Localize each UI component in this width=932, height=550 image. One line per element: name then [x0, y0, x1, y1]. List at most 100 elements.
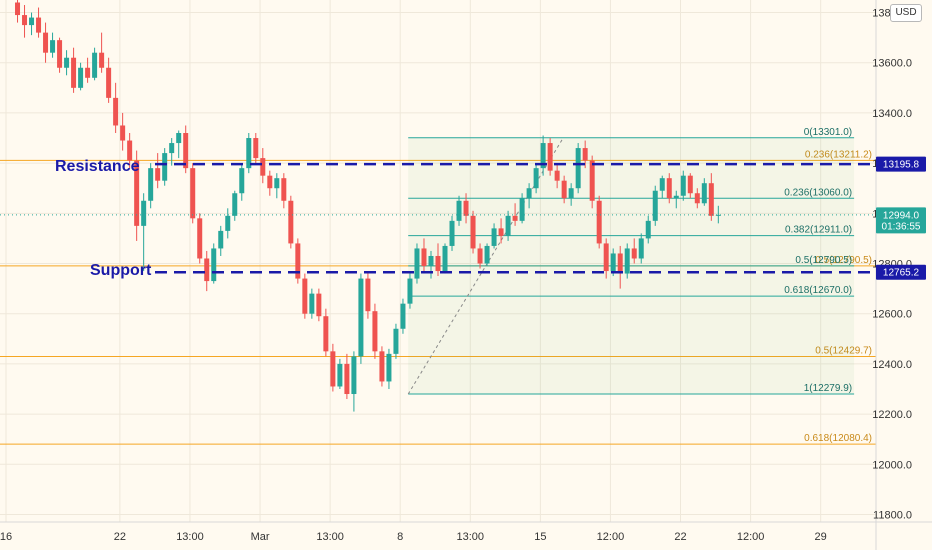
- candle-body: [414, 248, 420, 279]
- candle-body: [295, 243, 301, 279]
- time-tick-label: 8: [397, 531, 403, 543]
- candle-body: [288, 200, 294, 244]
- price-tag-value: 12994.0: [883, 210, 920, 221]
- candle-body: [701, 183, 707, 204]
- candle-body: [435, 255, 441, 272]
- candle-body: [407, 278, 413, 304]
- time-tick-label: 13:00: [457, 531, 485, 543]
- candle-body: [253, 138, 259, 159]
- time-tick-label: 12:00: [597, 531, 625, 543]
- time-axis[interactable]: 16 22 13:00 Mar 13:00 8 13:00 15 12:00 22 12:00 29: [0, 531, 827, 543]
- candle-body: [666, 178, 672, 199]
- candle-body: [596, 200, 602, 244]
- time-tick-label: Mar: [251, 531, 270, 543]
- fib-inner-level-label: 0.382(12911.0): [785, 225, 852, 236]
- candle-body: [134, 160, 140, 226]
- candle-body: [267, 175, 273, 189]
- price-tag: [876, 264, 926, 280]
- candle-body: [176, 133, 182, 144]
- candle-body: [218, 230, 224, 249]
- price-tick-label: 12000.0: [872, 459, 912, 471]
- candle-body: [610, 253, 616, 272]
- candle-body: [344, 363, 350, 395]
- time-tick-label: 29: [815, 531, 827, 543]
- candle-body: [64, 57, 70, 68]
- candle-body: [246, 138, 252, 169]
- fib-outer-level-label: 0.236(13211.2): [805, 149, 872, 160]
- fib-inner-level-label: 0.618(12670.0): [784, 285, 852, 296]
- candle-body: [568, 188, 574, 199]
- candle-body: [190, 168, 196, 219]
- candle-body: [225, 215, 231, 231]
- candle-body: [169, 143, 175, 154]
- candle-body: [113, 97, 119, 126]
- fib-outer-level-label: 0.5(12790.5): [815, 255, 872, 266]
- candle-body: [22, 15, 28, 26]
- candle-body: [260, 158, 266, 176]
- fib-inner-level-label: 0.236(13060.0): [784, 187, 852, 198]
- candle-body: [183, 133, 189, 169]
- price-tick-label: 13600.0: [872, 58, 912, 70]
- candle-body: [106, 67, 112, 98]
- price-tick-label: 12200.0: [872, 409, 912, 421]
- candle-body: [470, 215, 476, 249]
- support-resistance-lines[interactable]: [155, 162, 876, 274]
- candle-body: [323, 316, 329, 352]
- candle-body: [554, 170, 560, 181]
- candle-body: [680, 175, 686, 196]
- candle-body: [449, 220, 455, 246]
- candle-body: [274, 178, 280, 189]
- candle-body: [99, 52, 105, 68]
- candle-body: [302, 278, 308, 314]
- candle-body: [589, 160, 595, 201]
- candle-body: [624, 248, 630, 274]
- price-axis[interactable]: 13800.013600.013400.013200.013000.012800…: [872, 8, 912, 522]
- candle-body: [428, 255, 434, 267]
- candle-body: [603, 243, 609, 272]
- candle-body: [442, 245, 448, 272]
- candle-body: [127, 140, 133, 161]
- candle-body: [43, 32, 49, 53]
- candle-body: [512, 215, 518, 221]
- fib-retracement-outer[interactable]: 0.236(13211.2) 0.5(12790.5) 0.5(12429.7) 0.…: [0, 149, 876, 445]
- candle-body: [421, 248, 427, 267]
- fib-inner-level-label: 0(13301.0): [804, 127, 852, 138]
- price-tags: 13195.8 12994.001:36:55 12765.2: [876, 156, 926, 280]
- candle-body: [484, 245, 490, 264]
- candle-body: [211, 248, 217, 282]
- candle-body: [85, 67, 91, 78]
- candle-body: [561, 180, 567, 199]
- candle-body: [463, 200, 469, 216]
- candle-body: [330, 351, 336, 387]
- grid: [0, 0, 876, 522]
- price-tick-label: 12600.0: [872, 309, 912, 321]
- candle-body: [15, 2, 21, 16]
- time-tick-label: 16: [0, 531, 12, 543]
- candle-body: [498, 228, 504, 236]
- fib-retracement-inner[interactable]: 0(13301.0) 0.236(13060.0) 0.382(12911.0) 0.…: [407, 127, 855, 395]
- currency-badge[interactable]: USD: [890, 4, 922, 22]
- candle-body: [36, 17, 42, 33]
- candle-body: [57, 40, 63, 68]
- fib-inner-level-label: 1(12279.9): [804, 383, 852, 394]
- fib-trend-line: [407, 137, 564, 395]
- candle-body: [372, 311, 378, 352]
- price-tick-label: 11800.0: [873, 509, 912, 521]
- support-label: Support: [90, 262, 152, 279]
- candle-body: [71, 57, 77, 88]
- candle-body: [673, 195, 679, 199]
- fib-outer-level-label: 0.5(12429.7): [815, 345, 872, 356]
- candle-body: [365, 278, 371, 312]
- candle-body: [617, 253, 623, 274]
- candle-body: [239, 168, 245, 194]
- candle-body: [351, 356, 357, 395]
- candle-body: [155, 168, 161, 181]
- candle-body: [204, 258, 210, 282]
- candle-body: [575, 148, 581, 189]
- time-tick-label: 13:00: [176, 531, 204, 543]
- candle-body: [694, 193, 700, 204]
- price-tag: [876, 156, 926, 172]
- candle-body: [197, 218, 203, 259]
